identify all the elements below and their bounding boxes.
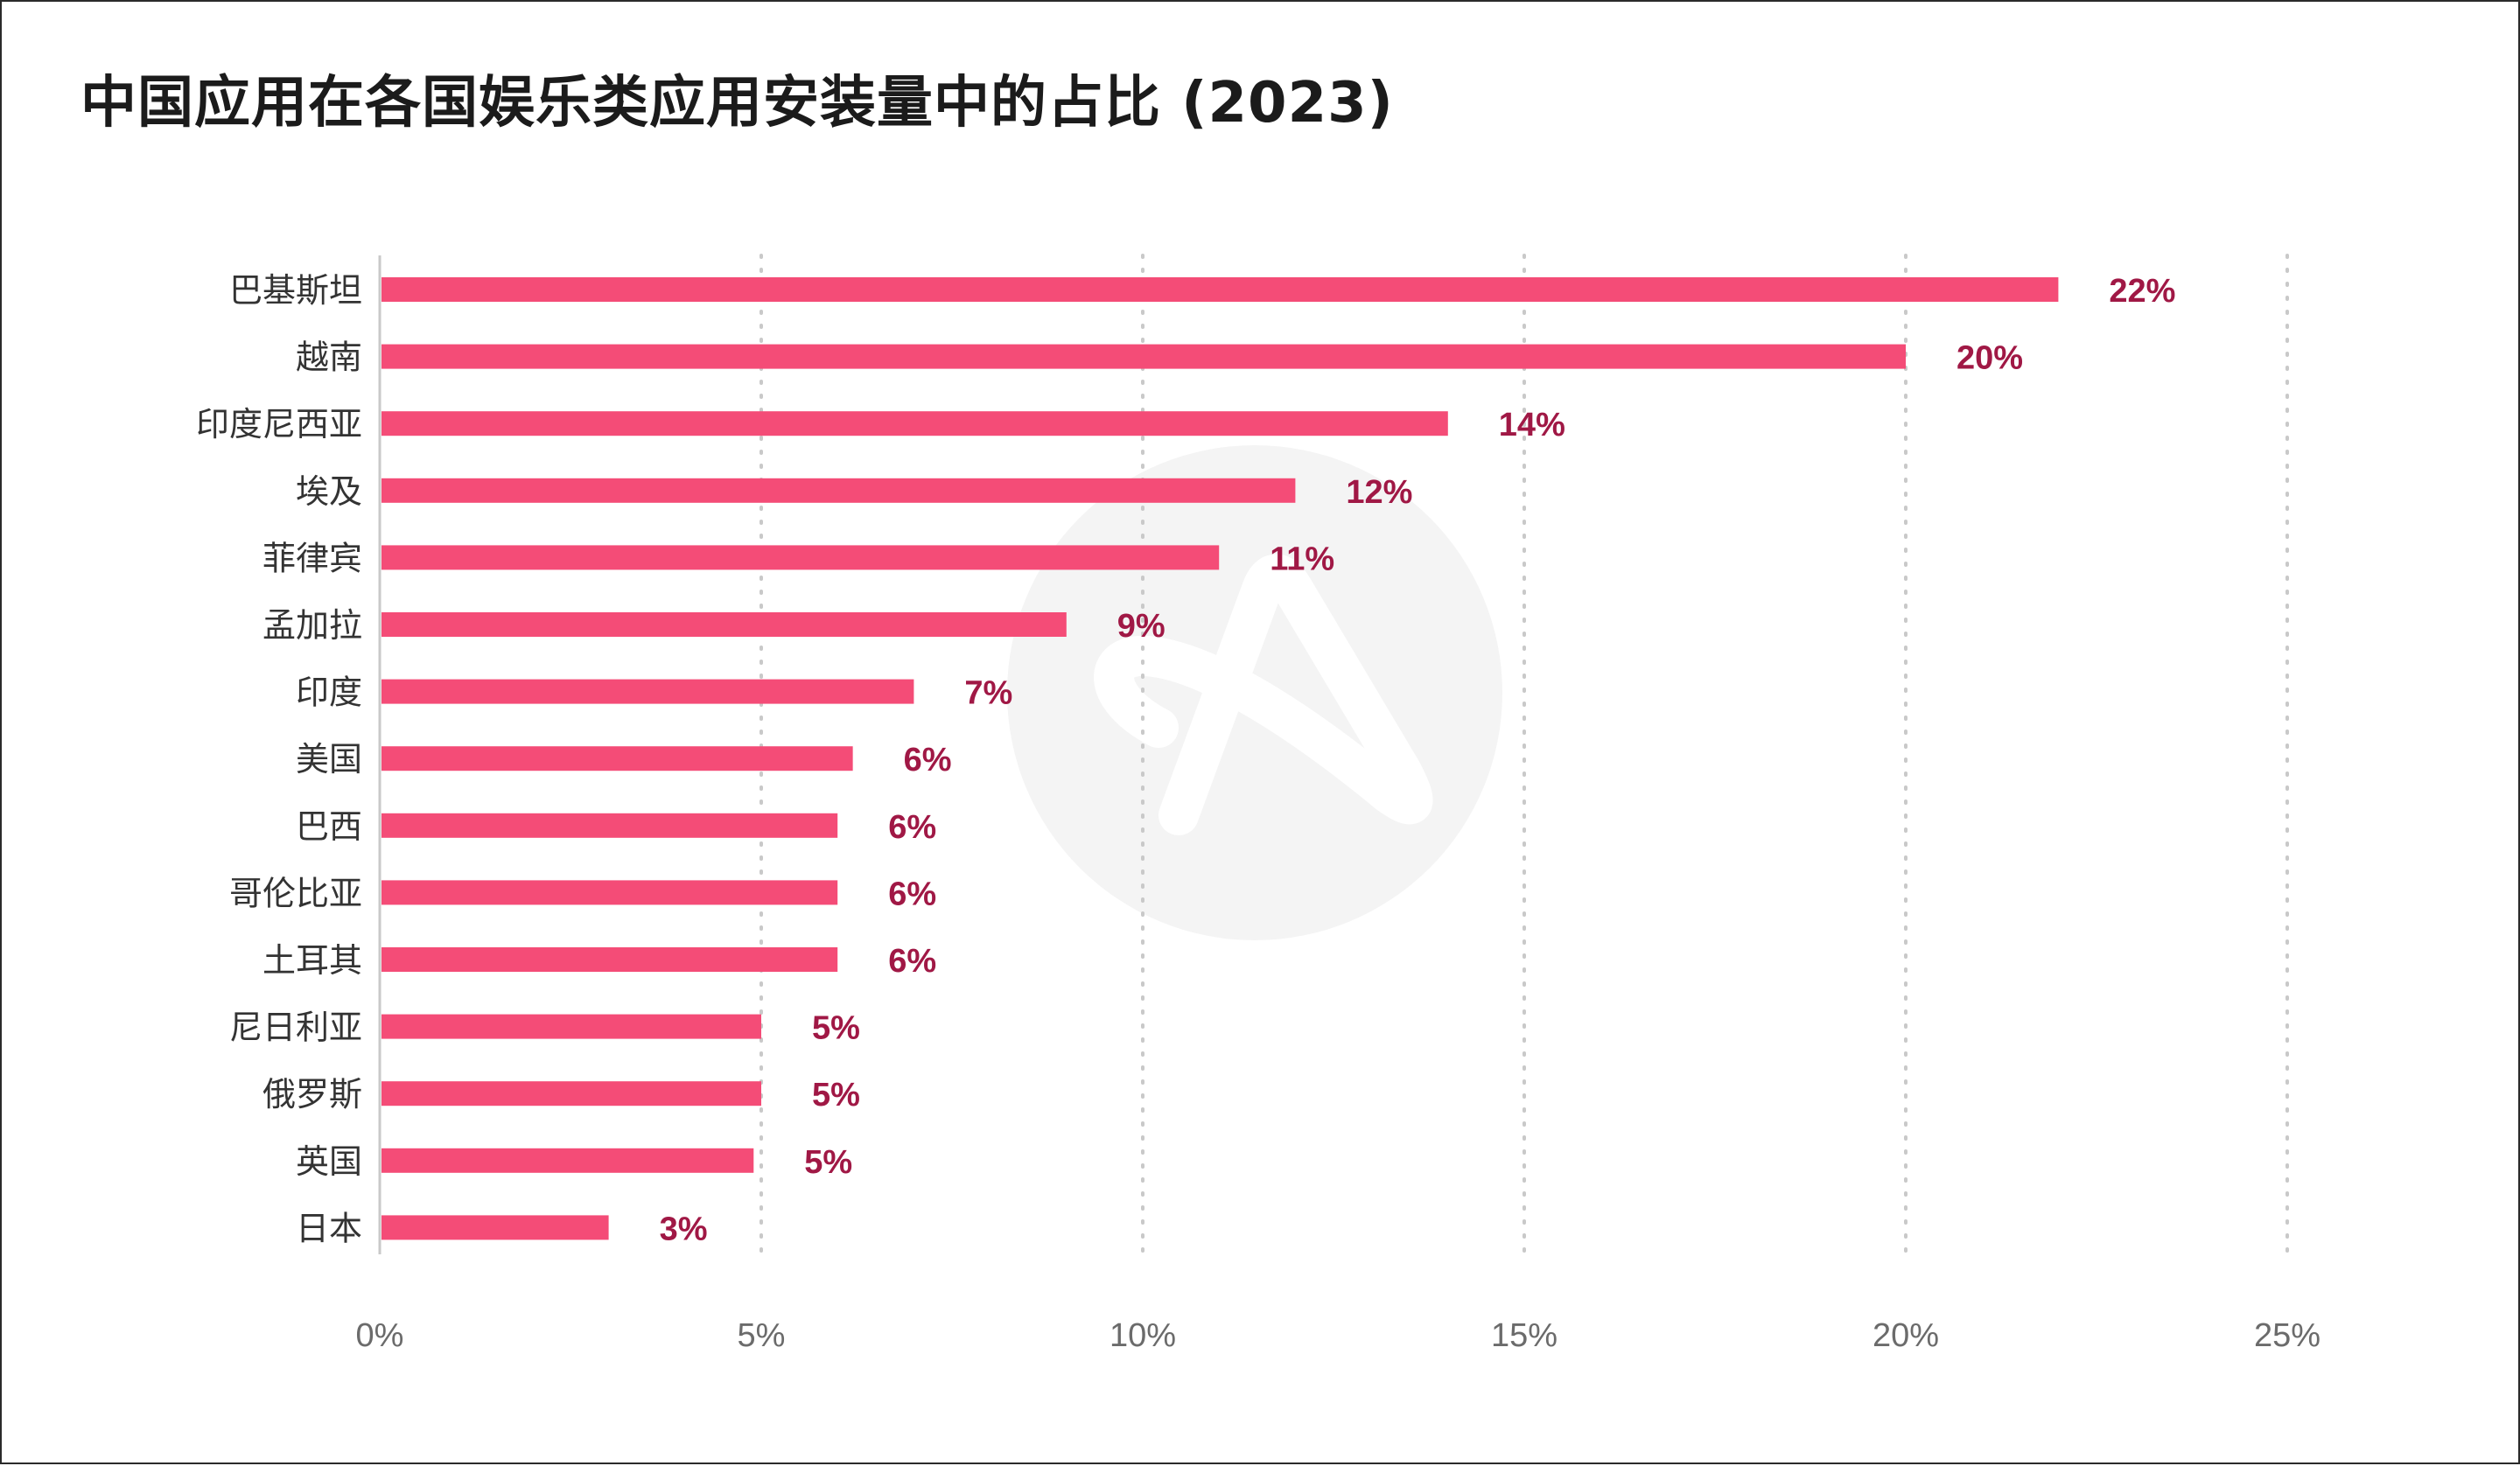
value-label: 6% <box>904 742 952 778</box>
category-label: 印度尼西亚 <box>196 405 362 443</box>
bar <box>382 880 838 905</box>
bar <box>382 813 838 838</box>
x-tick-label: 20% <box>1872 1317 1939 1354</box>
x-tick-label: 5% <box>738 1317 786 1354</box>
category-label: 尼日利亚 <box>229 1009 362 1047</box>
grid-lines <box>760 254 2289 1256</box>
bar <box>382 1148 754 1173</box>
category-label: 哥伦比亚 <box>229 874 362 912</box>
value-label: 6% <box>888 943 936 980</box>
bar <box>382 545 1220 570</box>
bar <box>382 679 914 704</box>
x-tick-label: 0% <box>356 1317 404 1354</box>
category-label: 埃及 <box>296 472 362 511</box>
chart-title: 中国应用在各国娱乐类应用安装量中的占比 (2023) <box>80 71 1394 136</box>
value-label: 11% <box>1270 541 1334 577</box>
value-label: 7% <box>964 675 1012 712</box>
value-label: 5% <box>804 1144 852 1181</box>
bar <box>382 478 1296 503</box>
x-tick-label: 15% <box>1491 1317 1558 1354</box>
category-label: 土耳其 <box>262 941 362 980</box>
category-label: 菲律宾 <box>262 539 362 577</box>
bar <box>382 746 853 771</box>
category-label: 越南 <box>296 339 362 377</box>
value-label: 5% <box>812 1010 860 1047</box>
watermark-glyph <box>1094 554 1433 835</box>
bar <box>382 277 2059 302</box>
labels-group: 0% 5% 10% 15% 20% 25% 巴基斯坦 22% 越南 20% 印度尼西亚 14% 埃及 12… <box>196 271 2320 1354</box>
value-label: 14% <box>1499 407 1565 443</box>
bar <box>382 344 1906 369</box>
x-tick-label: 25% <box>2254 1317 2320 1354</box>
category-label: 俄罗斯 <box>262 1075 362 1113</box>
bar <box>382 1081 761 1106</box>
category-label: 孟加拉 <box>262 606 362 645</box>
category-label: 巴基斯坦 <box>229 271 362 310</box>
value-label: 20% <box>1956 340 2023 377</box>
bar <box>382 947 838 972</box>
value-label: 22% <box>2109 273 2175 310</box>
value-label: 6% <box>888 876 936 912</box>
x-tick-label: 10% <box>1110 1317 1176 1354</box>
bars-group <box>382 277 2059 1240</box>
value-label: 9% <box>1117 608 1166 645</box>
category-label: 英国 <box>296 1142 362 1181</box>
bar <box>382 411 1448 436</box>
category-label: 巴西 <box>296 807 362 846</box>
value-label: 6% <box>888 809 936 846</box>
category-label: 美国 <box>296 740 362 778</box>
value-label: 12% <box>1346 474 1412 511</box>
watermark-logo <box>1007 445 1502 940</box>
bar <box>382 1215 609 1240</box>
bar <box>382 612 1067 637</box>
category-label: 日本 <box>296 1209 362 1247</box>
value-label: 5% <box>812 1077 860 1113</box>
bar <box>382 1014 761 1039</box>
category-label: 印度 <box>296 674 362 712</box>
value-label: 3% <box>660 1211 708 1247</box>
